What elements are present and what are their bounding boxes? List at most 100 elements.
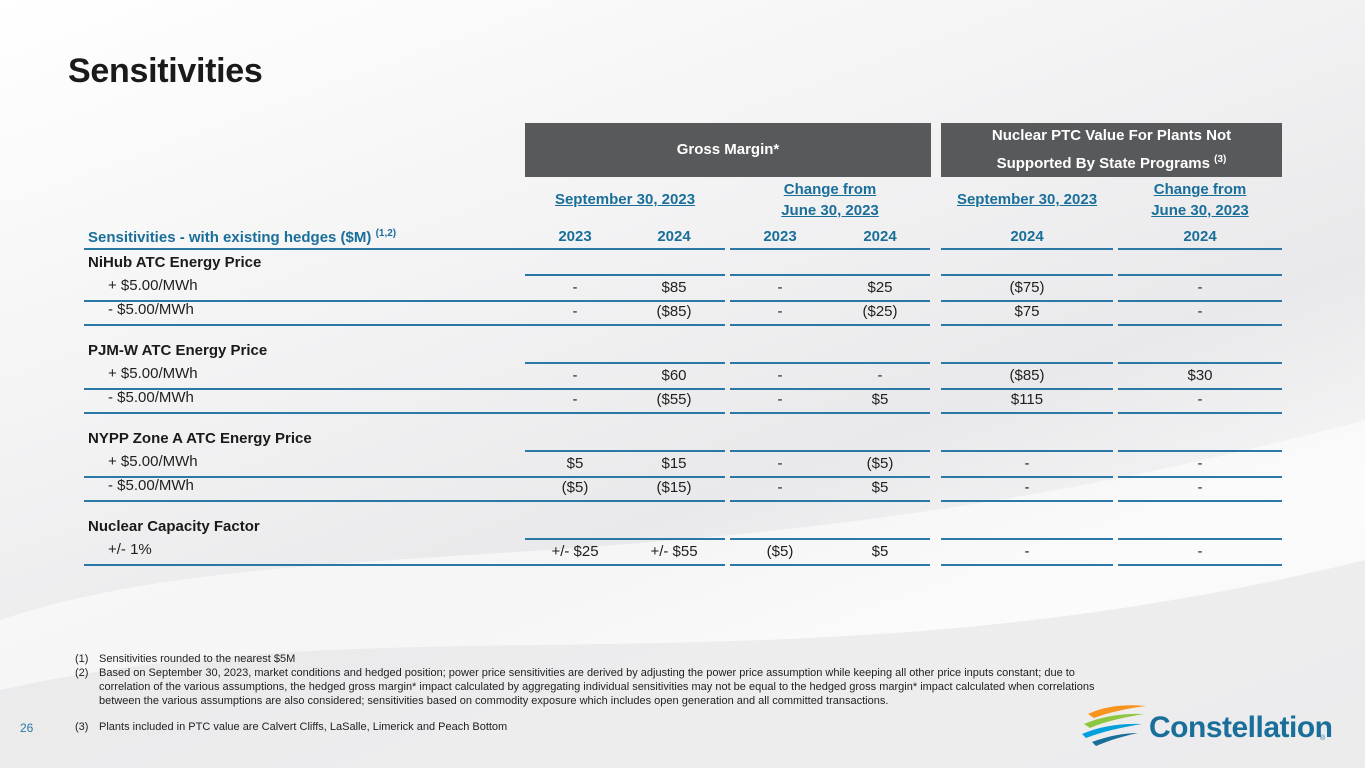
row-divider (1118, 538, 1282, 540)
table-cell: +/- $25 (551, 543, 599, 560)
row-divider (1118, 412, 1282, 414)
table-cell: ($5) (866, 455, 894, 472)
row-divider (84, 564, 725, 566)
year-header: 2024 (1010, 228, 1044, 245)
row-divider (941, 248, 1113, 250)
row-divider (730, 300, 930, 302)
ptc-header-line2: Supported By State Programs (996, 155, 1210, 172)
row-divider (730, 388, 930, 390)
row-label: - $5.00/MWh (108, 477, 194, 494)
row-divider (941, 412, 1113, 414)
table-cell: - (777, 455, 783, 472)
table-cell: ($15) (656, 479, 692, 496)
section-title: PJM-W ATC Energy Price (88, 342, 268, 359)
section-title: NiHub ATC Energy Price (88, 254, 262, 271)
table-cell: - (572, 367, 578, 384)
table-cell: - (777, 367, 783, 384)
table-cell: - (1024, 455, 1030, 472)
year-header: 2024 (657, 228, 691, 245)
row-label: - $5.00/MWh (108, 301, 194, 318)
row-divider (730, 476, 930, 478)
gm-change-subheader: Change from June 30, 2023 (730, 179, 930, 221)
row-divider (730, 538, 930, 540)
row-divider (730, 412, 930, 414)
row-label: + $5.00/MWh (108, 365, 198, 382)
table-cell: - (1024, 543, 1030, 560)
year-header: 2023 (763, 228, 797, 245)
constellation-logo-mark (1082, 705, 1146, 746)
table-cell: ($5) (561, 479, 589, 496)
table-cell: $60 (661, 367, 687, 384)
gross-margin-header-text: Gross Margin* (676, 141, 780, 158)
row-divider (525, 274, 725, 276)
row-divider (1118, 274, 1282, 276)
row-divider (730, 274, 930, 276)
table-cell: $15 (661, 455, 687, 472)
label-column-header: Sensitivities - with existing hedges ($M… (88, 228, 396, 246)
ptc-september-text: September 30, 2023 (956, 191, 1098, 208)
footnote-number: (3) (75, 721, 89, 733)
ptc-header-line1: Nuclear PTC Value For Plants Not (991, 127, 1232, 144)
table-cell: $5 (871, 479, 889, 496)
gm-change-line1: Change from (783, 181, 877, 198)
table-cell: ($25) (862, 303, 898, 320)
row-divider (84, 300, 725, 302)
label-column-header-text: Sensitivities - with existing hedges ($M… (88, 229, 372, 246)
row-divider (730, 324, 930, 326)
table-cell: ($5) (766, 543, 794, 560)
table-cell: - (1024, 479, 1030, 496)
footnote-text: Sensitivities rounded to the nearest $5M (99, 653, 296, 665)
row-divider (730, 248, 930, 250)
row-label: +/- 1% (108, 541, 152, 558)
table-cell: - (777, 479, 783, 496)
table-cell: ($85) (656, 303, 692, 320)
table-cell: - (572, 279, 578, 296)
row-divider (941, 324, 1113, 326)
row-divider (941, 500, 1113, 502)
gm-change-line2: June 30, 2023 (781, 202, 879, 219)
row-divider (1118, 564, 1282, 566)
table-cell: - (877, 367, 883, 384)
row-divider (941, 450, 1113, 452)
row-divider (84, 412, 725, 414)
footnote-number: (2) (75, 667, 89, 679)
footnote-text: Based on September 30, 2023, market cond… (99, 667, 1095, 707)
table-cell: ($85) (1009, 367, 1045, 384)
table-cell: ($55) (656, 391, 692, 408)
row-divider (941, 538, 1113, 540)
row-divider (1118, 388, 1282, 390)
table-cell: - (1197, 543, 1203, 560)
row-divider (1118, 450, 1282, 452)
table-cell: - (572, 303, 578, 320)
table-cell: $5 (871, 543, 889, 560)
table-cell: - (1197, 303, 1203, 320)
registered-mark: ® (1320, 735, 1326, 742)
row-divider (941, 564, 1113, 566)
table-cell: - (1197, 479, 1203, 496)
row-divider (84, 324, 725, 326)
ptc-header: Nuclear PTC Value For Plants Not Support… (941, 123, 1282, 177)
year-header: 2024 (1183, 228, 1217, 245)
row-divider (1118, 500, 1282, 502)
row-divider (525, 450, 725, 452)
table-cell: $5 (871, 391, 889, 408)
row-divider (1118, 324, 1282, 326)
table-cell: $115 (1010, 391, 1044, 408)
footnote-text: Plants included in PTC value are Calvert… (99, 721, 508, 733)
row-divider (941, 362, 1113, 364)
table-cell: $85 (661, 279, 687, 296)
year-header: 2023 (558, 228, 592, 245)
row-divider (730, 500, 930, 502)
row-divider (730, 362, 930, 364)
row-divider (941, 300, 1113, 302)
ptc-header-footnote: (3) (1214, 154, 1227, 165)
ptc-change-line2: June 30, 2023 (1151, 202, 1249, 219)
table-cell: - (777, 303, 783, 320)
page-title: Sensitivities (68, 52, 263, 90)
table-cell: - (1197, 279, 1203, 296)
table-cell: +/- $55 (650, 543, 698, 560)
year-header: 2024 (863, 228, 897, 245)
ptc-change-subheader: Change from June 30, 2023 (1118, 179, 1282, 221)
ptc-september-subheader: September 30, 2023 (941, 189, 1113, 210)
table-cell: $5 (566, 455, 584, 472)
